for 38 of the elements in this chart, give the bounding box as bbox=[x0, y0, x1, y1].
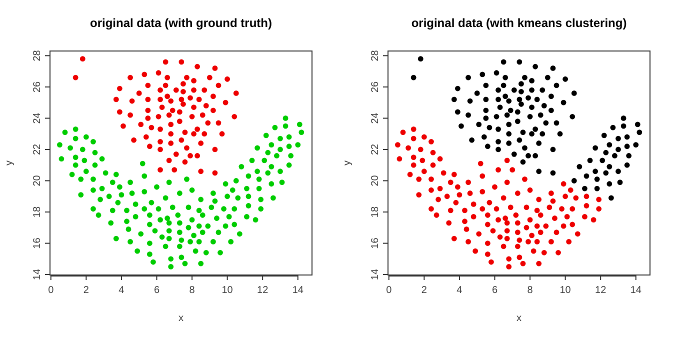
x-tick-label: 14 bbox=[292, 285, 304, 296]
y-tick-label: 14 bbox=[370, 268, 381, 280]
y-tick-label: 26 bbox=[370, 80, 381, 93]
x-tick-label: 6 bbox=[492, 285, 498, 296]
x-tick-label: 0 bbox=[48, 285, 54, 296]
y-tick-label: 26 bbox=[32, 80, 43, 93]
y-tick-label: 22 bbox=[32, 143, 43, 156]
x-tick-label: 10 bbox=[560, 285, 572, 296]
y-tick-label: 18 bbox=[370, 206, 381, 218]
y-tick-label: 28 bbox=[370, 50, 381, 62]
y-tick-label: 16 bbox=[370, 237, 381, 249]
chart-title: original data (with ground truth) bbox=[90, 16, 272, 30]
x-tick-label: 12 bbox=[257, 285, 269, 296]
x-tick-label: 14 bbox=[630, 285, 642, 296]
y-tick-label: 16 bbox=[32, 237, 43, 249]
y-tick-label: 20 bbox=[32, 174, 43, 186]
x-tick-label: 4 bbox=[118, 285, 125, 296]
chart-title: original data (with kmeans clustering) bbox=[411, 16, 627, 30]
y-tick-label: 18 bbox=[32, 206, 43, 218]
x-tick-label: 2 bbox=[83, 285, 90, 296]
x-tick-label: 2 bbox=[421, 285, 428, 296]
x-axis-title: x bbox=[516, 313, 522, 324]
y-tick-label: 24 bbox=[370, 112, 381, 124]
x-axis-title: x bbox=[178, 313, 184, 324]
x-tick-label: 8 bbox=[527, 285, 534, 296]
y-tick-label: 20 bbox=[370, 174, 381, 186]
x-tick-label: 10 bbox=[222, 285, 234, 296]
y-tick-label: 28 bbox=[32, 50, 43, 62]
x-tick-label: 12 bbox=[595, 285, 607, 296]
y-axis-title: y bbox=[342, 160, 353, 166]
y-tick-label: 14 bbox=[32, 268, 43, 280]
y-axis-title: y bbox=[4, 160, 15, 166]
y-tick-label: 24 bbox=[32, 112, 43, 124]
y-tick-label: 22 bbox=[370, 143, 381, 156]
x-tick-label: 6 bbox=[154, 285, 160, 296]
x-tick-label: 8 bbox=[189, 285, 196, 296]
x-tick-label: 0 bbox=[386, 285, 392, 296]
x-tick-label: 4 bbox=[456, 285, 463, 296]
